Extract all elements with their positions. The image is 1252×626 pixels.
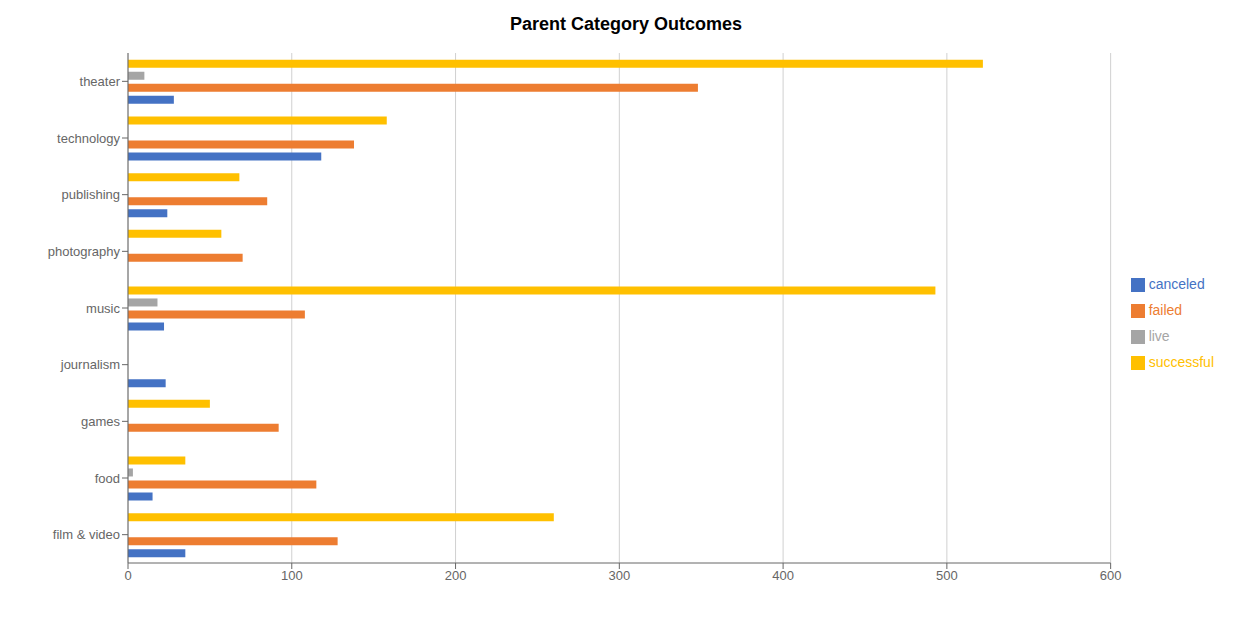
html-text:successful: successful [1148, 354, 1214, 370]
html-text:failed: failed [1148, 302, 1183, 318]
svg-text:200: 200 [445, 568, 467, 583]
svg-text:technology: technology [57, 131, 120, 146]
svg-text:300: 300 [608, 568, 630, 583]
svg-text:publishing: publishing [61, 187, 120, 202]
svg-text:500: 500 [936, 568, 958, 583]
html-text:canceled: canceled [1148, 276, 1205, 292]
html-text:Parent Category Outcomes: Parent Category Outcomes [510, 14, 742, 34]
svg-text:theater: theater [80, 74, 121, 89]
svg-text:600: 600 [1100, 568, 1122, 583]
svg-text:music: music [86, 301, 120, 316]
svg-text:journalism: journalism [60, 357, 120, 372]
svg-text:food: food [95, 471, 120, 486]
svg-text:photography: photography [48, 244, 121, 259]
svg-text:400: 400 [772, 568, 794, 583]
svg-text:film & video: film & video [53, 527, 120, 542]
svg-text:0: 0 [124, 568, 131, 583]
html-text:live: live [1148, 328, 1170, 344]
svg-text:games: games [81, 414, 121, 429]
svg-text:100: 100 [281, 568, 303, 583]
